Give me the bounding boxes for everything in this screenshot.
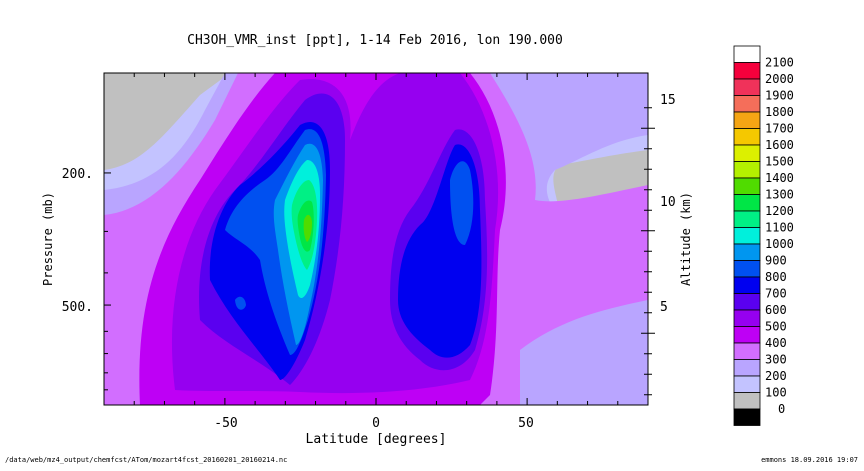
colorbar-swatch <box>733 227 761 245</box>
colorbar-label: 1700 <box>765 122 794 136</box>
colorbar-label: 300 <box>765 353 787 367</box>
colorbar-label: 1400 <box>765 171 794 185</box>
colorbar-swatch <box>733 243 761 261</box>
y-axis-ticks <box>104 72 111 391</box>
level-1300 <box>303 214 312 242</box>
y2-axis-ticks <box>641 107 655 396</box>
y2-axis-label: Altitude (km) <box>679 192 693 286</box>
colorbar-swatch <box>733 260 761 278</box>
colorbar-label: 1000 <box>765 237 794 251</box>
colorbar-label: 900 <box>765 254 787 268</box>
x-axis-ticks <box>103 73 649 405</box>
colorbar-label: 1100 <box>765 221 794 235</box>
contour-field <box>104 73 648 405</box>
colorbar-label: 200 <box>765 369 787 383</box>
colorbar-swatch <box>733 161 761 179</box>
footer-stamp: emmons 18.09.2016 19:07 <box>761 456 858 464</box>
colorbar-swatch <box>733 194 761 212</box>
colorbar-swatch <box>733 293 761 311</box>
colorbar-swatch <box>733 177 761 195</box>
y2-tick-label: 5 <box>660 300 668 315</box>
colorbar-label: 1900 <box>765 89 794 103</box>
colorbar-label: 400 <box>765 336 787 350</box>
x-tick-label: 50 <box>518 416 534 431</box>
colorbar-swatch <box>733 111 761 129</box>
colorbar-label: 1300 <box>765 188 794 202</box>
colorbar-label: 800 <box>765 270 787 284</box>
colorbar-swatch <box>733 326 761 344</box>
colorbar-swatch <box>733 128 761 146</box>
footer-path: /data/web/mz4_output/chemfcst/ATom/mozar… <box>5 456 287 464</box>
colorbar-swatch <box>733 342 761 360</box>
colorbar-label: 100 <box>765 386 787 400</box>
colorbar-label: 1500 <box>765 155 794 169</box>
y2-tick-label: 15 <box>660 93 676 108</box>
colorbar-swatch <box>733 210 761 228</box>
colorbar-swatch <box>733 392 761 410</box>
x-tick-label: 0 <box>372 416 380 431</box>
colorbar-label: 500 <box>765 320 787 334</box>
x-tick-label: -50 <box>214 416 237 431</box>
colorbar-label: 1800 <box>765 105 794 119</box>
colorbar-swatch <box>733 78 761 96</box>
colorbar-swatch <box>733 309 761 327</box>
colorbar-swatch <box>733 359 761 377</box>
colorbar: 2100200019001800170016001500140013001200… <box>733 45 794 426</box>
colorbar-label: 2100 <box>765 56 794 70</box>
colorbar-swatch <box>733 62 761 80</box>
colorbar-swatch <box>733 144 761 162</box>
y-tick-label: 500. <box>62 300 93 315</box>
colorbar-swatch <box>733 375 761 393</box>
colorbar-label: 700 <box>765 287 787 301</box>
colorbar-label: 1600 <box>765 138 794 152</box>
chart-title: CH3OH_VMR_inst [ppt], 1-14 Feb 2016, lon… <box>187 33 563 48</box>
colorbar-swatch <box>733 276 761 294</box>
colorbar-label: 2000 <box>765 72 794 86</box>
y2-tick-label: 10 <box>660 195 676 210</box>
colorbar-swatch <box>733 408 761 426</box>
colorbar-swatch <box>733 95 761 113</box>
colorbar-label: 600 <box>765 303 787 317</box>
colorbar-label: 0 <box>778 402 785 416</box>
colorbar-swatch <box>733 45 761 63</box>
y-tick-label: 200. <box>62 167 93 182</box>
y-axis-label: Pressure (mb) <box>41 192 55 286</box>
x-axis-label: Latitude [degrees] <box>306 432 447 447</box>
colorbar-label: 1200 <box>765 204 794 218</box>
